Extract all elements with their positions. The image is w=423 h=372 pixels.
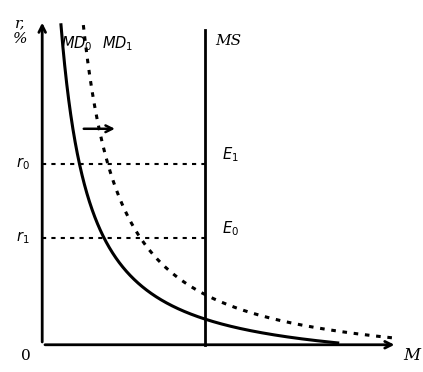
Text: MS: MS — [216, 34, 242, 48]
Text: $E_1$: $E_1$ — [222, 145, 239, 164]
Text: $r_1$: $r_1$ — [16, 230, 30, 246]
Text: 0: 0 — [21, 349, 31, 363]
Text: $MD_1$: $MD_1$ — [102, 35, 133, 53]
Text: M: M — [404, 347, 420, 363]
Text: $E_0$: $E_0$ — [222, 219, 239, 238]
Text: r,
%: r, % — [13, 16, 27, 46]
Text: $r_0$: $r_0$ — [16, 155, 30, 172]
Text: $MD_0$: $MD_0$ — [61, 35, 93, 53]
